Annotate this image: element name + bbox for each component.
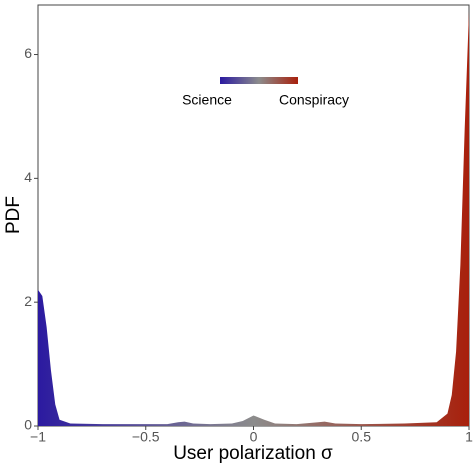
- y-tick-label: 4: [24, 169, 32, 185]
- density-area: [38, 11, 469, 427]
- y-axis-title: PDF: [3, 196, 24, 234]
- x-tick-label: −1: [30, 429, 46, 445]
- y-tick-label: 0: [24, 417, 32, 433]
- x-tick-label: 1: [465, 429, 473, 445]
- legend-high: Conspiracy: [279, 92, 349, 108]
- y-tick-label: 6: [24, 45, 32, 61]
- legend-colorbar: [220, 77, 298, 84]
- x-tick-label: −0.5: [132, 429, 160, 445]
- y-tick-label: 2: [24, 293, 32, 309]
- x-tick-label: 0: [250, 429, 258, 445]
- x-axis-title: User polarization σ: [173, 443, 333, 464]
- x-tick-label: 0.5: [352, 429, 372, 445]
- legend-low: Science: [182, 92, 232, 108]
- plot-border: [37, 4, 470, 427]
